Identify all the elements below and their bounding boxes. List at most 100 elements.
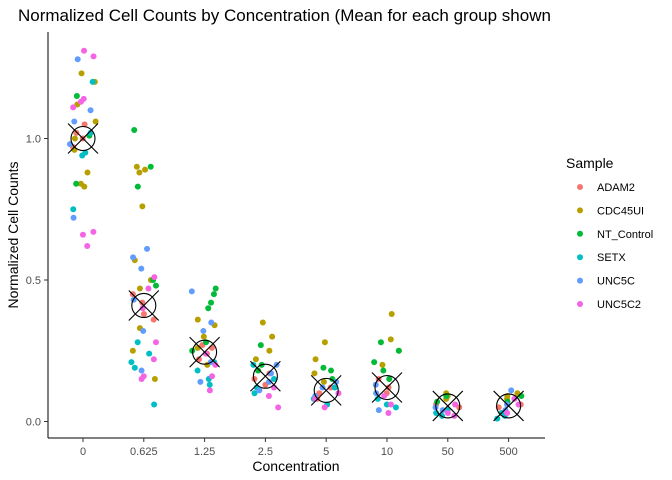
data-point bbox=[494, 415, 501, 422]
data-point bbox=[73, 180, 80, 187]
data-point bbox=[452, 401, 459, 408]
legend: Sample ADAM2 CDC45UI NT_Control SETX UNC5C UN… bbox=[566, 155, 653, 311]
legend-key bbox=[577, 277, 583, 284]
data-point bbox=[210, 291, 217, 298]
data-point bbox=[375, 407, 382, 414]
data-point bbox=[257, 342, 264, 349]
data-point bbox=[379, 361, 386, 368]
data-point bbox=[511, 395, 518, 402]
data-point bbox=[194, 316, 201, 323]
y-tick-label: 0.5 bbox=[26, 275, 41, 287]
data-point bbox=[84, 243, 91, 250]
data-point bbox=[266, 378, 273, 385]
data-point bbox=[130, 254, 137, 261]
data-point bbox=[266, 347, 273, 354]
data-point bbox=[87, 107, 94, 114]
data-point bbox=[92, 118, 99, 125]
legend-key bbox=[577, 230, 583, 237]
data-point bbox=[208, 299, 215, 306]
legend-item-UNC5C2: UNC5C2 bbox=[577, 299, 641, 311]
data-point bbox=[312, 356, 319, 363]
y-ticks: 0.0 0.5 1.0 bbox=[26, 134, 48, 429]
data-point bbox=[81, 121, 88, 128]
data-point bbox=[133, 163, 140, 170]
x-ticks: 0 0.625 1.25 2.5 5 10 50 500 bbox=[80, 438, 518, 458]
legend-key bbox=[577, 207, 583, 214]
data-point bbox=[439, 407, 446, 414]
data-point bbox=[138, 367, 145, 374]
data-point bbox=[79, 231, 86, 238]
mean-marker bbox=[493, 390, 524, 422]
data-point bbox=[146, 350, 153, 357]
data-point bbox=[206, 381, 213, 388]
data-point bbox=[331, 384, 338, 391]
data-point bbox=[140, 373, 147, 380]
x-tick-label: 2.5 bbox=[258, 446, 273, 458]
data-point bbox=[256, 387, 263, 394]
data-point bbox=[81, 183, 88, 190]
data-point bbox=[81, 47, 88, 54]
x-tick-label: 5 bbox=[323, 446, 329, 458]
y-tick-label: 1.0 bbox=[26, 134, 41, 146]
data-point bbox=[131, 127, 138, 134]
data-point bbox=[319, 384, 326, 391]
mean-marker bbox=[310, 374, 342, 406]
data-point bbox=[70, 206, 77, 213]
data-point bbox=[251, 376, 258, 383]
data-point bbox=[70, 214, 77, 221]
legend-item-SETX: SETX bbox=[577, 252, 626, 264]
legend-label: UNC5C2 bbox=[597, 299, 641, 311]
data-point bbox=[385, 384, 392, 391]
data-point bbox=[200, 333, 207, 340]
data-point bbox=[134, 183, 141, 190]
mean-marker bbox=[250, 360, 281, 392]
legend-title: Sample bbox=[566, 155, 614, 171]
data-point bbox=[387, 336, 394, 343]
data-point bbox=[371, 359, 378, 366]
data-point bbox=[206, 387, 213, 394]
data-point bbox=[333, 378, 340, 385]
data-point bbox=[387, 401, 394, 408]
data-point bbox=[504, 410, 511, 417]
data-point bbox=[131, 364, 138, 371]
data-point bbox=[89, 78, 96, 85]
legend-item-NT_Control: NT_Control bbox=[577, 229, 653, 241]
data-point bbox=[377, 339, 384, 346]
data-point bbox=[129, 347, 136, 354]
data-point bbox=[152, 282, 159, 289]
data-point bbox=[145, 285, 152, 292]
mean-markers bbox=[67, 123, 524, 422]
data-point bbox=[205, 305, 212, 312]
data-point bbox=[195, 356, 202, 363]
data-point bbox=[138, 265, 145, 272]
data-point bbox=[212, 285, 219, 292]
data-point bbox=[321, 404, 328, 411]
data-point bbox=[73, 129, 80, 136]
data-point bbox=[151, 376, 158, 383]
data-point bbox=[139, 203, 146, 210]
x-tick-label: 1.25 bbox=[194, 446, 215, 458]
y-tick-label: 0.0 bbox=[26, 417, 41, 429]
series-CDC45UI bbox=[71, 70, 521, 402]
data-point bbox=[320, 378, 327, 385]
data-point bbox=[142, 166, 149, 173]
data-point bbox=[320, 364, 327, 371]
data-point bbox=[188, 288, 195, 295]
series-UNC5C2 bbox=[70, 47, 522, 419]
x-tick-label: 0 bbox=[80, 446, 86, 458]
data-point bbox=[212, 361, 219, 368]
data-point bbox=[251, 390, 258, 397]
mean-marker bbox=[67, 123, 99, 154]
data-point bbox=[79, 152, 86, 159]
data-point bbox=[444, 410, 451, 417]
data-point bbox=[78, 70, 85, 77]
data-point bbox=[269, 333, 276, 340]
data-point bbox=[200, 327, 207, 334]
data-point bbox=[74, 56, 81, 63]
data-point bbox=[90, 228, 97, 235]
legend-key bbox=[577, 184, 583, 190]
data-point bbox=[77, 98, 84, 105]
data-point bbox=[252, 356, 259, 363]
data-point bbox=[152, 339, 159, 346]
